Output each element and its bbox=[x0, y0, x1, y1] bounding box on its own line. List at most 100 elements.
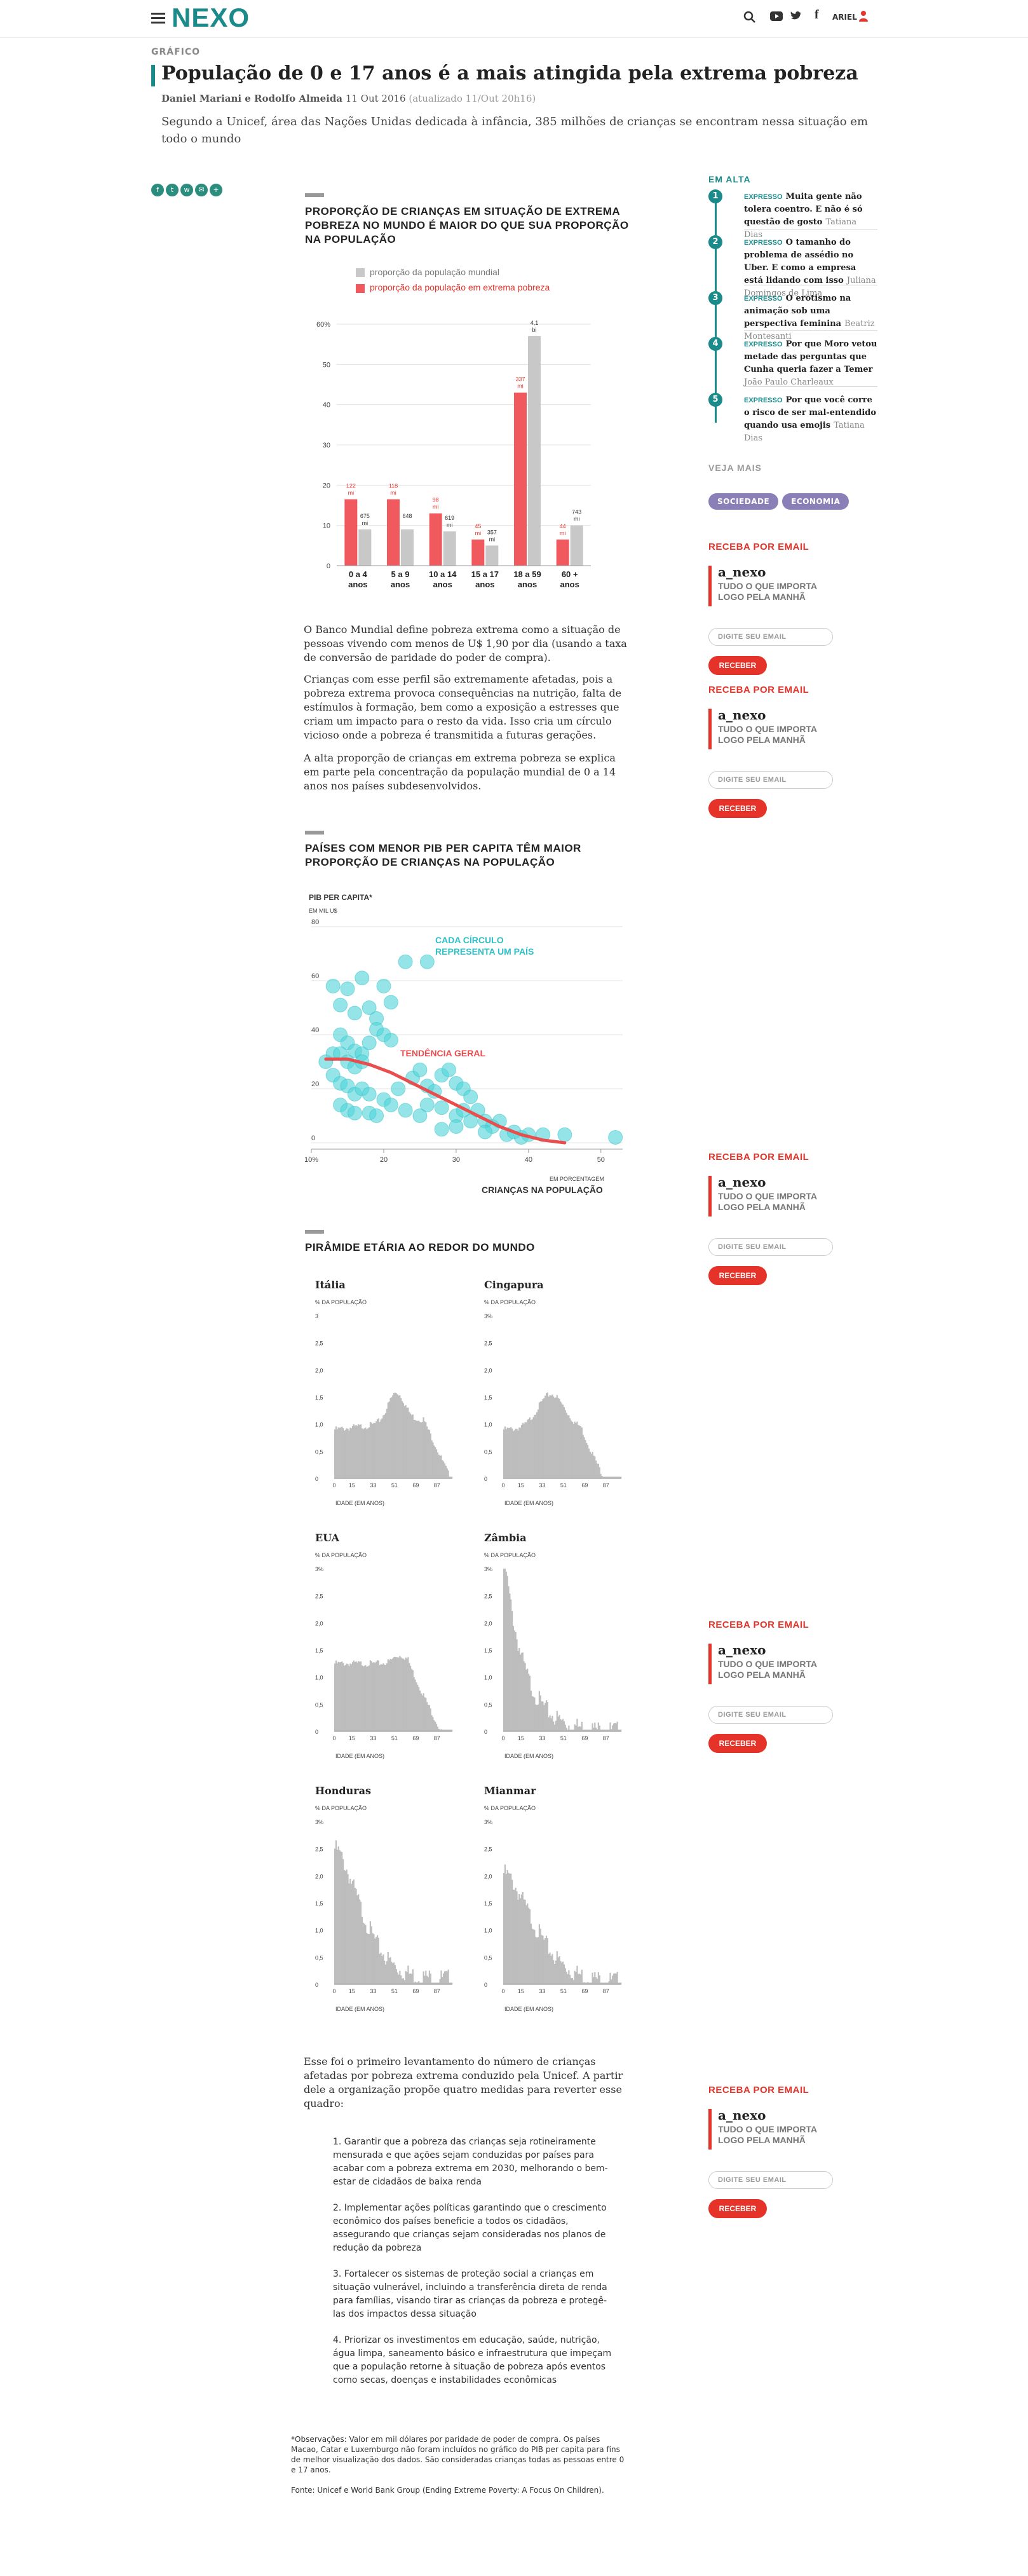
trending-title[interactable]: Por que Moro vetou metade das perguntas … bbox=[744, 339, 877, 374]
pyramid-bar bbox=[388, 1660, 390, 1731]
trending-title[interactable]: O erotismo na animação sob uma perspecti… bbox=[744, 294, 851, 329]
pyramid-bar bbox=[346, 1869, 348, 1984]
pyramid-bar bbox=[358, 1424, 360, 1478]
pyramid-bar bbox=[354, 1887, 356, 1984]
share-twitter-icon[interactable]: t bbox=[166, 184, 179, 196]
trending-title[interactable]: Por que você corre o risco de ser mal-en… bbox=[744, 395, 877, 430]
pyramid-bar bbox=[611, 1729, 612, 1731]
pyramid-bar bbox=[529, 1909, 531, 1984]
pyramid-bar bbox=[419, 1982, 421, 1984]
pyramid-bar bbox=[431, 1440, 433, 1478]
bar-world bbox=[401, 529, 414, 566]
newsletter-submit-button[interactable]: RECEBER bbox=[708, 799, 767, 818]
authors[interactable]: Daniel Mariani e Rodolfo Almeida bbox=[161, 93, 343, 104]
pyramid-x-tick: 33 bbox=[370, 1735, 376, 1741]
pyramid-bar bbox=[435, 1724, 438, 1731]
tag-economia[interactable]: ECONOMIA bbox=[782, 493, 849, 510]
pyramid-bar bbox=[351, 1428, 353, 1478]
trending-item[interactable]: 5 EXPRESSO Por que você corre o risco de… bbox=[708, 393, 877, 443]
newsletter-email-input[interactable]: DIGITE SEU EMAIL bbox=[708, 771, 833, 789]
scatter-x-tick: 20 bbox=[380, 1156, 388, 1164]
pyramid-bar bbox=[518, 1428, 520, 1478]
pyramid-bar bbox=[568, 1970, 570, 1984]
user-icon[interactable] bbox=[859, 10, 868, 22]
newsletter-submit-button[interactable]: RECEBER bbox=[708, 1734, 767, 1753]
trending-item[interactable]: 3 EXPRESSO O erotismo na animação sob um… bbox=[708, 291, 875, 341]
twitter-icon[interactable] bbox=[790, 11, 802, 21]
pyramid-bar bbox=[510, 1599, 512, 1731]
pyramid-y-tick: 1,0 bbox=[315, 1675, 323, 1681]
trending-title[interactable]: O tamanho do problema de assédio no Uber… bbox=[744, 238, 856, 285]
scatter-point bbox=[391, 1081, 406, 1096]
pyramid-bar bbox=[568, 1725, 570, 1731]
pyramid-bar bbox=[611, 1979, 612, 1984]
newsletter-email-input[interactable]: DIGITE SEU EMAIL bbox=[708, 1238, 833, 1256]
pyramid-x-tick: 51 bbox=[560, 1482, 567, 1489]
newsletter-email-input[interactable]: DIGITE SEU EMAIL bbox=[708, 2171, 833, 2189]
trending-item[interactable]: 2 EXPRESSO O tamanho do problema de assé… bbox=[708, 235, 876, 298]
pyramid-bar bbox=[450, 1982, 452, 1984]
pyramid-bar bbox=[343, 1430, 346, 1478]
search-icon[interactable] bbox=[743, 11, 756, 24]
pyramid-ylabel: % DA POPULAÇÃO bbox=[484, 1299, 536, 1305]
pyramid-bar bbox=[561, 1403, 563, 1478]
pyramid-bar bbox=[508, 1428, 510, 1478]
newsletter-submit-button[interactable]: RECEBER bbox=[708, 1266, 767, 1285]
scatter-point bbox=[557, 1127, 572, 1142]
share-facebook-icon[interactable]: f bbox=[151, 184, 164, 196]
site-logo[interactable]: NEXO bbox=[172, 3, 250, 33]
pyramid-bar bbox=[605, 1729, 607, 1731]
newsletter-submit-button[interactable]: RECEBER bbox=[708, 2199, 767, 2218]
newsletter-name: a_nexo bbox=[718, 564, 766, 580]
pyramid-bar bbox=[608, 1476, 610, 1478]
pyramid-bar bbox=[447, 1729, 449, 1731]
newsletter-email-input[interactable]: DIGITE SEU EMAIL bbox=[708, 1706, 833, 1724]
newsletter-email-input[interactable]: DIGITE SEU EMAIL bbox=[708, 628, 833, 646]
pyramid-x-tick: 33 bbox=[539, 1735, 545, 1741]
user-name[interactable]: ARIEL bbox=[832, 13, 857, 22]
pyramid-bar bbox=[571, 1978, 572, 1984]
pyramid-y-tick: 2,5 bbox=[315, 1340, 323, 1347]
trending-title[interactable]: Muita gente não tolera coentro. E não é … bbox=[744, 192, 863, 227]
pyramid-x-tick: 15 bbox=[349, 1735, 355, 1741]
trending-item[interactable]: 4 EXPRESSO Por que Moro vetou metade das… bbox=[708, 337, 877, 387]
share-email-icon[interactable]: ✉ bbox=[195, 184, 208, 196]
menu-icon[interactable] bbox=[151, 10, 165, 26]
youtube-icon[interactable] bbox=[770, 11, 783, 21]
pyramid-bar bbox=[416, 1682, 417, 1731]
pyramid-bar bbox=[418, 1421, 420, 1478]
pyramid-bar bbox=[587, 1982, 589, 1984]
pyramid-bar bbox=[511, 1428, 513, 1478]
pyramid-bar bbox=[396, 1972, 398, 1984]
pyramid-bar bbox=[440, 1729, 442, 1731]
pyramid-bar bbox=[595, 1977, 597, 1984]
pyramid-bar bbox=[567, 1729, 569, 1731]
scatter-point bbox=[449, 1119, 464, 1134]
newsletter-description: TUDO O QUE IMPORTA LOGO PELA MANHÃ bbox=[718, 2124, 817, 2145]
pyramid-bar bbox=[506, 1869, 508, 1984]
pyramid-bar bbox=[530, 1420, 532, 1478]
pyramid-bar bbox=[530, 1923, 532, 1984]
tag-sociedade[interactable]: SOCIEDADE bbox=[708, 493, 779, 510]
trending-item[interactable]: 1 EXPRESSO Muita gente não tolera coentr… bbox=[708, 189, 874, 240]
pyramid-bar bbox=[400, 1657, 402, 1731]
share-plus-icon[interactable]: + bbox=[210, 184, 222, 196]
pyramid-bar bbox=[361, 1665, 363, 1731]
pyramid-bar bbox=[449, 1729, 450, 1731]
pyramid-bar bbox=[586, 1982, 588, 1984]
share-whatsapp-icon[interactable]: w bbox=[180, 184, 193, 196]
pyramid-bar bbox=[351, 1426, 354, 1478]
pyramid-bar bbox=[581, 1428, 583, 1478]
pyramid-bar bbox=[382, 1954, 384, 1984]
pyramid-bar bbox=[619, 1476, 621, 1478]
facebook-icon[interactable]: f bbox=[815, 8, 819, 22]
pyramid-bar bbox=[435, 1449, 438, 1478]
newsletter-submit-button[interactable]: RECEBER bbox=[708, 656, 767, 675]
pyramid-bar bbox=[616, 1721, 618, 1731]
pyramid-bar bbox=[439, 1979, 441, 1984]
bar-poverty-label: mi bbox=[517, 383, 524, 390]
pyramid-bar bbox=[359, 1424, 361, 1478]
pyramid-bar bbox=[572, 1729, 574, 1731]
pyramid-bar bbox=[528, 1907, 530, 1984]
pyramid-bar bbox=[392, 1658, 394, 1731]
